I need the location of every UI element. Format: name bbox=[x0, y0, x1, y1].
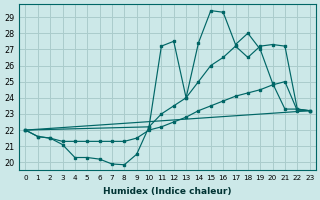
X-axis label: Humidex (Indice chaleur): Humidex (Indice chaleur) bbox=[103, 187, 232, 196]
